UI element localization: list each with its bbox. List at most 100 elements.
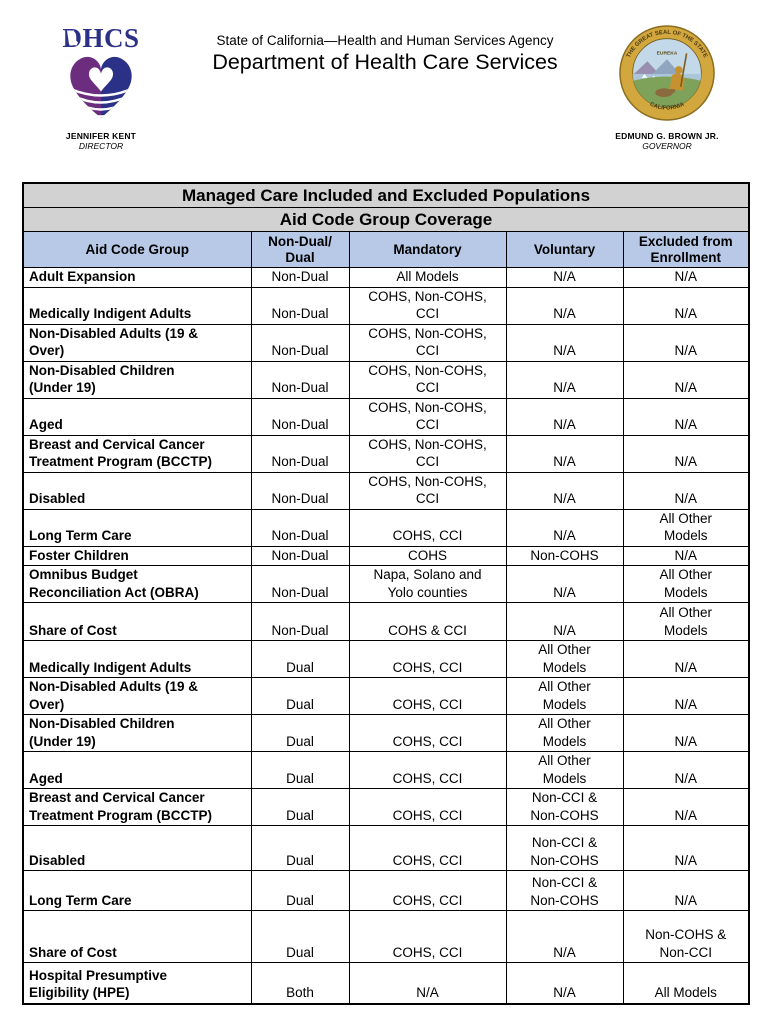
svg-text:CALIFORNIA: CALIFORNIA <box>649 101 686 111</box>
table-cell: COHS, CCI <box>348 870 507 911</box>
table-cell: Non-Dual <box>250 323 350 362</box>
table-cell: All Models <box>348 267 507 288</box>
california-state-seal-icon: EUREKA THE GREAT SEAL OF THE STATE CALIF… <box>619 25 715 121</box>
table-cell: N/A <box>348 962 507 1004</box>
aid-code-group-cell: Omnibus Budget Reconciliation Act (OBRA) <box>22 565 252 603</box>
aid-code-group-cell: Disabled <box>22 825 252 871</box>
table-row: Omnibus Budget Reconciliation Act (OBRA)… <box>22 565 750 603</box>
table-cell: N/A <box>622 471 750 510</box>
table-cell: Dual <box>250 714 350 752</box>
table-cell: All Other Models <box>505 714 624 752</box>
column-header-voluntary: Voluntary <box>505 231 624 268</box>
table-row: Adult Expansion Non-Dual All Models N/A N/A <box>22 267 750 288</box>
column-header-non-dual-dual: Non-Dual/ Dual <box>250 231 350 268</box>
table-cell: Dual <box>250 825 350 871</box>
table-cell: Non-Dual <box>250 565 350 603</box>
table-cell: All Other Models <box>622 602 750 641</box>
table-cell: N/A <box>622 677 750 715</box>
column-header-row: Aid Code Group Non-Dual/ Dual Mandatory … <box>22 231 750 268</box>
table-cell: N/A <box>505 471 624 510</box>
table-cell: Dual <box>250 640 350 678</box>
table-row: Non-Disabled Children (Under 19) Dual COHS… <box>22 714 750 752</box>
table-cell: Dual <box>250 910 350 963</box>
aid-code-group-cell: Non-Disabled Adults (19 & Over) <box>22 677 252 715</box>
table-cell: COHS, CCI <box>348 714 507 752</box>
table-row: Medically Indigent Adults Dual COHS, CCI Al… <box>22 640 750 678</box>
table-title-row: Managed Care Included and Excluded Popul… <box>22 182 750 208</box>
table-cell: N/A <box>505 323 624 362</box>
table-subtitle: Aid Code Group Coverage <box>22 207 750 232</box>
table-cell: Non-Dual <box>250 471 350 510</box>
table-cell: COHS & CCI <box>348 602 507 641</box>
table-cell: All Other Models <box>505 640 624 678</box>
table-cell: Non-Dual <box>250 434 350 473</box>
aid-code-coverage-table: Managed Care Included and Excluded Popul… <box>22 182 750 1005</box>
aid-code-group-cell: Medically Indigent Adults <box>22 286 252 325</box>
letterhead-titles: State of California—Health and Human Ser… <box>0 33 770 75</box>
table-cell: Non-CCI & Non-COHS <box>505 788 624 826</box>
table-cell: Non-Dual <box>250 602 350 641</box>
table-cell: N/A <box>622 323 750 362</box>
table-cell: Non-COHS <box>505 545 624 566</box>
table-row: Breast and Cervical Cancer Treatment Pro… <box>22 434 750 473</box>
seal-ring-text-bottom: CALIFORNIA <box>649 101 686 111</box>
table-cell: COHS, Non-COHS, CCI <box>348 360 507 399</box>
svg-text:DHCS: DHCS <box>62 26 139 53</box>
table-cell: Dual <box>250 677 350 715</box>
table-cell: COHS, CCI <box>348 751 507 789</box>
table-cell: N/A <box>505 962 624 1004</box>
table-cell: Non-CCI & Non-COHS <box>505 825 624 871</box>
table-cell: N/A <box>622 286 750 325</box>
aid-code-group-cell: Non-Disabled Children (Under 19) <box>22 714 252 752</box>
aid-code-group-cell: Hospital Presumptive Eligibility (HPE) <box>22 962 252 1004</box>
table-cell: N/A <box>622 434 750 473</box>
aid-code-group-cell: Foster Children <box>22 545 252 566</box>
table-cell: COHS, CCI <box>348 910 507 963</box>
table-cell: COHS, Non-COHS, CCI <box>348 397 507 436</box>
table-row: Share of Cost Dual COHS, CCI N/A Non-COHS & … <box>22 910 750 963</box>
table-cell: Napa, Solano and Yolo counties <box>348 565 507 603</box>
table-cell: COHS, CCI <box>348 508 507 547</box>
table-cell: N/A <box>622 788 750 826</box>
table-row: Disabled Dual COHS, CCI Non-CCI & Non-COHS N… <box>22 825 750 871</box>
table-cell: Non-Dual <box>250 545 350 566</box>
table-cell: Non-Dual <box>250 360 350 399</box>
table-cell: All Other Models <box>505 677 624 715</box>
table-row: Non-Disabled Adults (19 & Over) Dual COHS,… <box>22 677 750 715</box>
table-row: Aged Non-Dual COHS, Non-COHS, CCI N/A N/A <box>22 397 750 436</box>
table-cell: COHS, Non-COHS, CCI <box>348 323 507 362</box>
table-row: Non-Disabled Children (Under 19) Non-Dual… <box>22 360 750 399</box>
table-cell: N/A <box>622 360 750 399</box>
table-row: Aged Dual COHS, CCI All Other Models N/A <box>22 751 750 789</box>
table-cell: All Other Models <box>622 508 750 547</box>
table-cell: N/A <box>505 360 624 399</box>
governor-name: EDMUND G. BROWN JR. <box>615 131 719 141</box>
aid-code-group-cell: Long Term Care <box>22 508 252 547</box>
table-row: Disabled Non-Dual COHS, Non-COHS, CCI N/A N/… <box>22 471 750 510</box>
dhcs-logo-icon: DHCS <box>62 23 139 118</box>
table-cell: N/A <box>622 714 750 752</box>
table-cell: All Other Models <box>622 565 750 603</box>
aid-code-group-cell: Adult Expansion <box>22 267 252 288</box>
table-cell: COHS, CCI <box>348 825 507 871</box>
table-cell: Non-Dual <box>250 508 350 547</box>
table-cell: Non-Dual <box>250 397 350 436</box>
table-cell: Non-CCI & Non-COHS <box>505 870 624 911</box>
table-row: Long Term Care Dual COHS, CCI Non-CCI & Non… <box>22 870 750 911</box>
table-subtitle-row: Aid Code Group Coverage <box>22 207 750 232</box>
table-cell: All Models <box>622 962 750 1004</box>
table-cell: Both <box>250 962 350 1004</box>
director-name: JENNIFER KENT <box>65 131 137 141</box>
table-cell: N/A <box>505 286 624 325</box>
table-cell: N/A <box>622 397 750 436</box>
table-row: Foster Children Non-Dual COHS Non-COHS N/A <box>22 545 750 566</box>
aid-code-group-cell: Share of Cost <box>22 910 252 963</box>
table-cell: COHS, Non-COHS, CCI <box>348 434 507 473</box>
table-row: Non-Disabled Adults (19 & Over) Non-Dual C… <box>22 323 750 362</box>
aid-code-group-cell: Aged <box>22 397 252 436</box>
table-cell: N/A <box>505 910 624 963</box>
table-cell: N/A <box>622 870 750 911</box>
california-shape-icon <box>67 30 78 46</box>
table-cell: COHS, Non-COHS, CCI <box>348 471 507 510</box>
coverage-table-body: Adult Expansion Non-Dual All Models N/A N/A M… <box>22 267 750 1004</box>
